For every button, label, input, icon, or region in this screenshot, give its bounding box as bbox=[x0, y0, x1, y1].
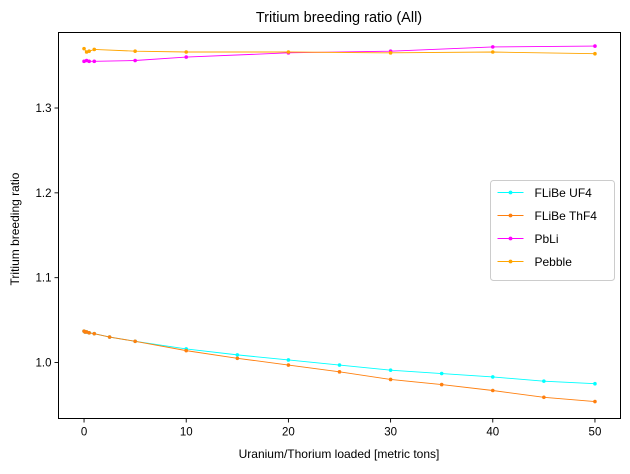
y-tick-label: 1.2 bbox=[36, 188, 52, 200]
x-tick-label: 30 bbox=[384, 427, 397, 439]
data-point bbox=[87, 59, 91, 64]
data-point bbox=[542, 379, 546, 383]
legend-item: PbLi bbox=[497, 232, 559, 246]
y-tick-label: 1.0 bbox=[36, 358, 52, 370]
data-point bbox=[133, 58, 137, 63]
data-point bbox=[92, 331, 97, 336]
series-0 bbox=[82, 329, 597, 386]
data-point bbox=[593, 381, 597, 386]
data-point bbox=[388, 368, 393, 372]
x-tick-label: 10 bbox=[180, 427, 193, 439]
data-point bbox=[542, 395, 546, 400]
data-point bbox=[92, 59, 97, 64]
data-point bbox=[87, 331, 91, 335]
legend-label: FLiBe ThF4 bbox=[535, 209, 598, 223]
data-point bbox=[388, 51, 393, 55]
data-point bbox=[439, 371, 444, 376]
data-point bbox=[593, 44, 597, 48]
data-point bbox=[184, 55, 189, 59]
legend-marker bbox=[508, 190, 513, 195]
legend-marker bbox=[508, 236, 513, 241]
legend-marker bbox=[508, 213, 513, 218]
data-point bbox=[286, 358, 291, 362]
ticks-layer: 0 10 20 30 40 50 1.0 1.1 1.2 1.3 bbox=[36, 103, 602, 438]
data-point bbox=[87, 49, 91, 53]
y-tick-label: 1.3 bbox=[36, 103, 52, 115]
y-axis-label: Tritium breeding ratio bbox=[8, 172, 22, 285]
legend-box bbox=[490, 180, 615, 281]
x-tick-label: 20 bbox=[282, 427, 295, 439]
x-tick-label: 50 bbox=[589, 427, 602, 439]
legend-label: PbLi bbox=[535, 232, 559, 246]
x-axis-label: Uranium/Thorium loaded [metric tons] bbox=[239, 447, 440, 461]
plot-frame bbox=[58, 32, 621, 419]
data-point bbox=[235, 356, 240, 361]
data-point bbox=[286, 363, 291, 367]
series-1 bbox=[82, 329, 597, 404]
series-line bbox=[83, 45, 595, 62]
data-point bbox=[107, 335, 112, 339]
data-point bbox=[439, 382, 444, 387]
x-tick-label: 0 bbox=[81, 427, 87, 439]
legend-item: FLiBe UF4 bbox=[497, 186, 593, 200]
legend: FLiBe UF4 FLiBe ThF4 PbLi Pebble bbox=[490, 180, 615, 281]
data-point bbox=[133, 49, 137, 53]
legend-label: FLiBe UF4 bbox=[535, 186, 593, 200]
legend-marker bbox=[508, 259, 513, 264]
data-point bbox=[490, 50, 495, 54]
data-point bbox=[235, 353, 240, 357]
data-point bbox=[490, 388, 495, 393]
legend-item: FLiBe ThF4 bbox=[497, 209, 598, 223]
data-point bbox=[184, 50, 189, 54]
series-3 bbox=[82, 46, 597, 56]
data-point bbox=[92, 47, 97, 52]
x-tick-label: 40 bbox=[486, 427, 499, 439]
series-2 bbox=[82, 44, 597, 64]
data-point bbox=[490, 45, 495, 49]
data-point bbox=[286, 50, 291, 54]
data-point bbox=[184, 348, 189, 353]
data-point bbox=[490, 375, 495, 379]
data-point bbox=[593, 51, 597, 56]
series-line bbox=[83, 48, 595, 55]
legend-label: Pebble bbox=[535, 255, 573, 269]
data-point bbox=[337, 363, 342, 367]
series-layer bbox=[82, 44, 597, 404]
chart-title: Tritium breeding ratio (All) bbox=[256, 10, 422, 26]
data-point bbox=[82, 46, 86, 51]
data-point bbox=[337, 370, 342, 374]
data-point bbox=[388, 377, 393, 382]
data-point bbox=[593, 399, 597, 404]
series-line bbox=[83, 330, 595, 385]
y-tick-label: 1.1 bbox=[36, 273, 52, 285]
legend-item: Pebble bbox=[497, 255, 573, 269]
data-point bbox=[133, 339, 137, 344]
